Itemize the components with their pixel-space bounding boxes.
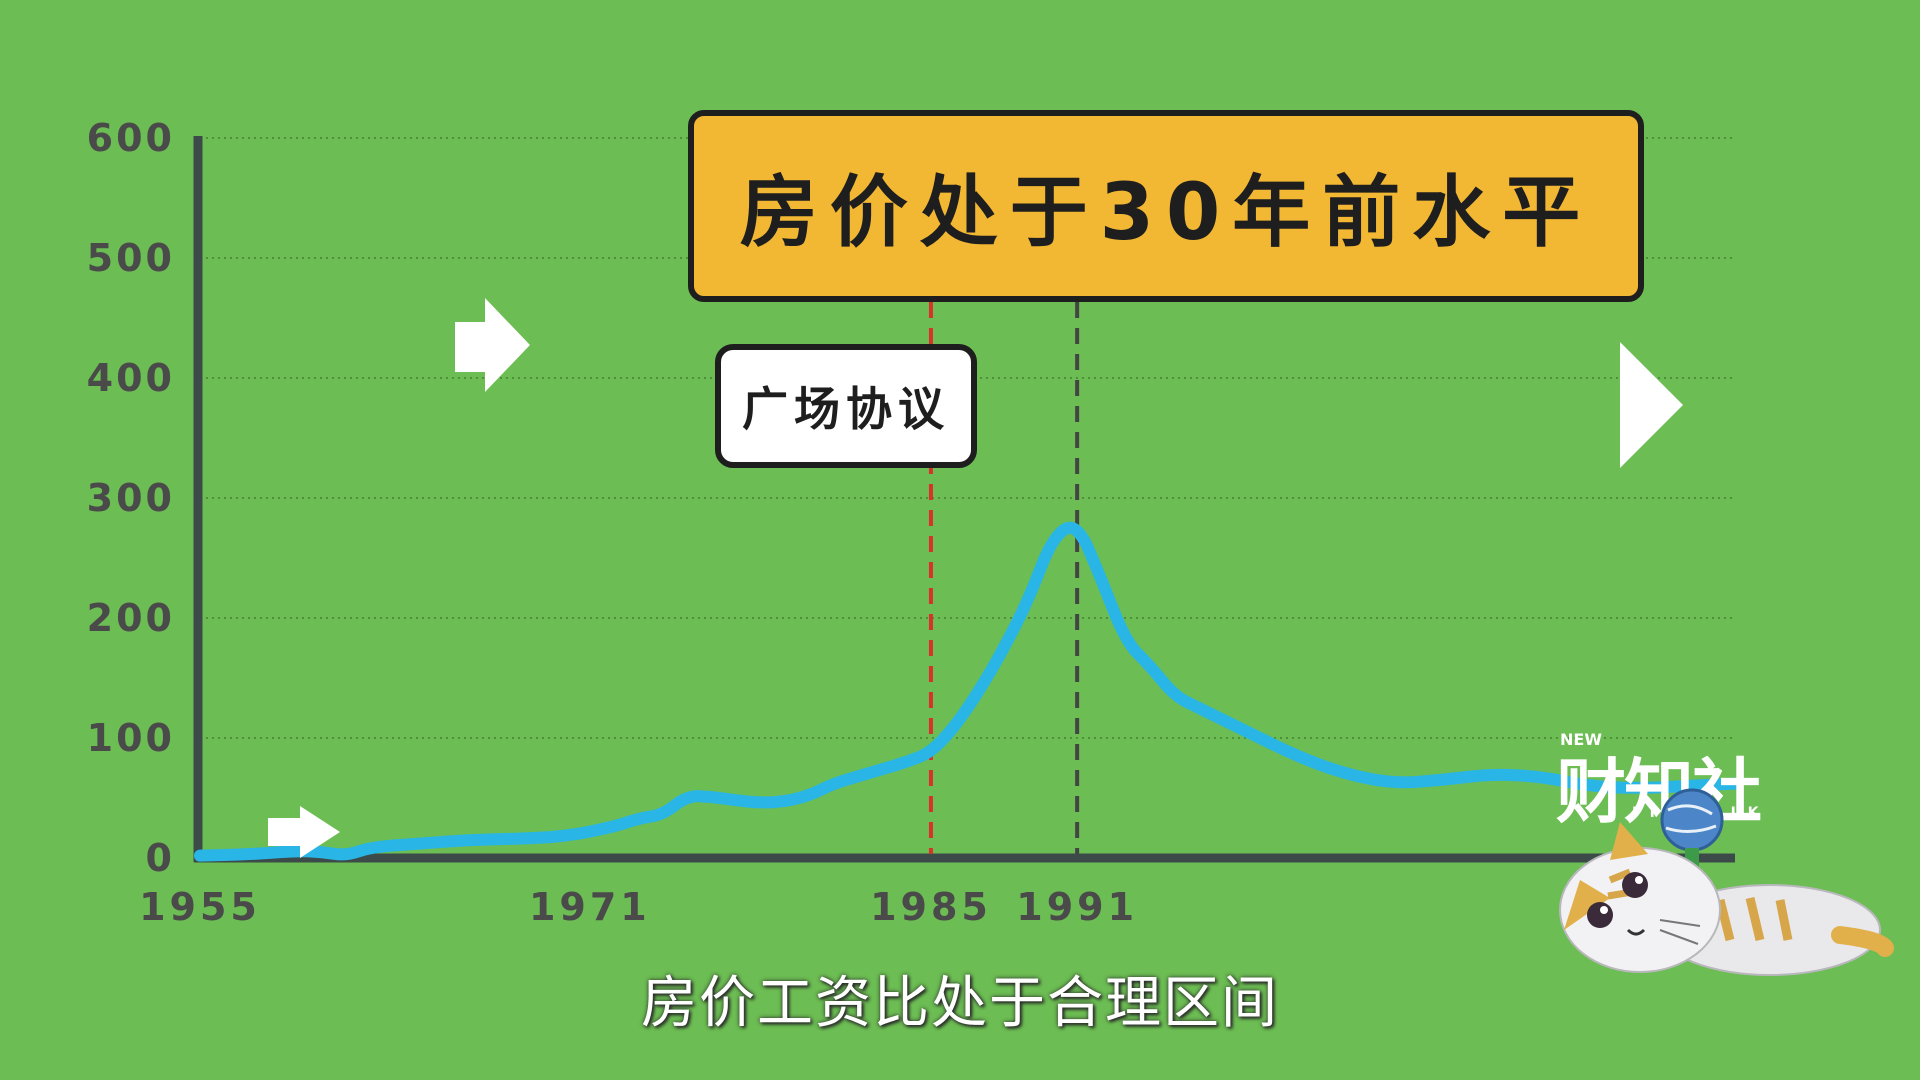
globe-icon [1660, 788, 1724, 852]
y-tick-label: 200 [87, 596, 175, 640]
series-line [194, 521, 1741, 862]
x-tick-label: 1955 [139, 885, 261, 929]
x-tick-label: 1991 [1016, 885, 1138, 929]
y-tick-label: 0 [146, 836, 175, 880]
y-tick-label: 600 [87, 116, 175, 160]
title-banner: 房价处于30年前水平 [688, 110, 1644, 302]
y-axis-ticks: 0 100 200 300 400 500 600 [87, 116, 175, 880]
logo-new-text: NEW [1560, 730, 1602, 749]
arrow-right-icon [455, 298, 530, 392]
y-tick-label: 100 [87, 716, 175, 760]
y-tick-label: 300 [87, 476, 175, 520]
y-tick-label: 400 [87, 356, 175, 400]
subtitle-caption: 房价工资比处于合理区间 [641, 971, 1279, 1036]
play-triangle-icon [1620, 342, 1683, 468]
x-axis-ticks: 1955 1971 1985 1991 [139, 885, 1138, 929]
cat-mascot-icon [1559, 788, 1894, 976]
logo-name-text: 财知社 [1556, 751, 1762, 833]
x-tick-label: 1971 [529, 885, 651, 929]
chart-axes [193, 136, 1735, 863]
event-label-text: 广场协议 [742, 382, 950, 436]
x-tick-label: 1985 [870, 885, 992, 929]
plaza-accord-label: 广场协议 [715, 344, 977, 468]
y-tick-label: 500 [87, 236, 175, 280]
arrow-right-icon [268, 806, 340, 858]
chart-title: 房价处于30年前水平 [739, 168, 1593, 258]
